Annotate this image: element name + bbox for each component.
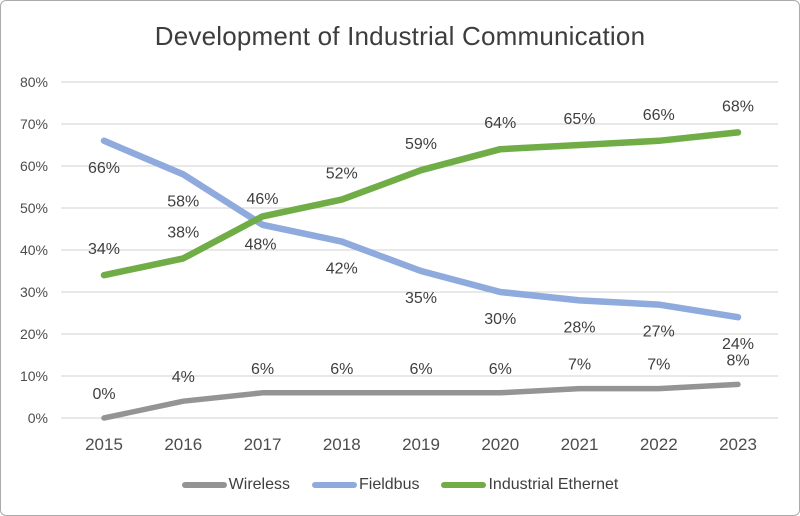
data-label-fieldbus: 27% [643,324,675,341]
x-tick-label: 2020 [481,435,519,454]
x-tick-label: 2021 [561,435,599,454]
data-label-industrial-ethernet: 65% [563,111,595,128]
legend-label-industrial-ethernet: Industrial Ethernet [488,476,619,493]
data-label-fieldbus: 28% [563,319,595,336]
data-label-wireless: 6% [251,361,274,378]
data-label-fieldbus: 35% [405,290,437,307]
data-label-wireless: 4% [172,369,195,386]
data-label-wireless: 6% [330,361,353,378]
data-label-wireless: 8% [726,352,749,369]
x-tick-label: 2016 [164,435,202,454]
x-tick-label: 2017 [244,435,282,454]
data-label-wireless: 6% [489,361,512,378]
data-label-industrial-ethernet: 68% [722,98,754,115]
data-label-industrial-ethernet: 38% [167,224,199,241]
data-label-wireless: 7% [568,357,591,374]
y-tick-label: 20% [20,326,48,342]
legend: Wireless Fieldbus Industrial Ethernet [1,474,799,496]
y-tick-label: 10% [20,368,48,384]
y-tick-label: 0% [28,410,48,426]
series-line-wireless [101,381,741,421]
line-chart: 0% 10% 20% 30% 40% 50% 60% 70% 80% 2015 2016 2017 20… [20,74,778,454]
data-label-industrial-ethernet: 52% [326,166,358,183]
x-tick-label: 2019 [402,435,440,454]
data-label-industrial-ethernet: 34% [88,241,120,258]
legend-swatch-industrial-ethernet [441,482,487,488]
legend-item-industrial-ethernet: Industrial Ethernet [441,476,618,494]
legend-item-fieldbus: Fieldbus [312,476,419,494]
data-label-fieldbus: 30% [484,311,516,328]
y-tick-label: 60% [20,158,48,174]
chart-title: Development of Industrial Communication [154,21,646,51]
data-label-fieldbus: 58% [167,193,199,210]
y-tick-label: 50% [20,200,48,216]
y-tick-label: 30% [20,284,48,300]
legend-item-wireless: Wireless [181,476,290,494]
data-label-industrial-ethernet: 48% [244,236,276,253]
x-tick-label: 2023 [719,435,757,454]
data-label-fieldbus: 42% [326,261,358,278]
data-label-industrial-ethernet: 64% [484,115,516,132]
legend-swatch-fieldbus [312,482,357,488]
series-line-fieldbus [100,137,742,321]
legend-swatch-wireless [181,482,227,488]
legend-label-wireless: Wireless [228,476,290,493]
y-tick-label: 40% [20,242,48,258]
data-label-wireless: 0% [92,386,115,403]
y-tick-label: 80% [20,74,48,90]
x-tick-label: 2018 [323,435,361,454]
data-label-wireless: 7% [647,357,670,374]
data-label-industrial-ethernet: 59% [405,136,437,153]
data-label-fieldbus: 66% [88,160,120,177]
y-tick-label: 70% [20,116,48,132]
data-label-fieldbus: 46% [246,191,278,208]
x-tick-label: 2015 [85,435,123,454]
data-label-wireless: 6% [409,361,432,378]
x-tick-label: 2022 [640,435,678,454]
legend-label-fieldbus: Fieldbus [359,476,420,493]
data-label-industrial-ethernet: 66% [643,107,675,124]
data-label-fieldbus: 24% [722,336,754,353]
series-line-industrial-ethernet [100,129,742,279]
